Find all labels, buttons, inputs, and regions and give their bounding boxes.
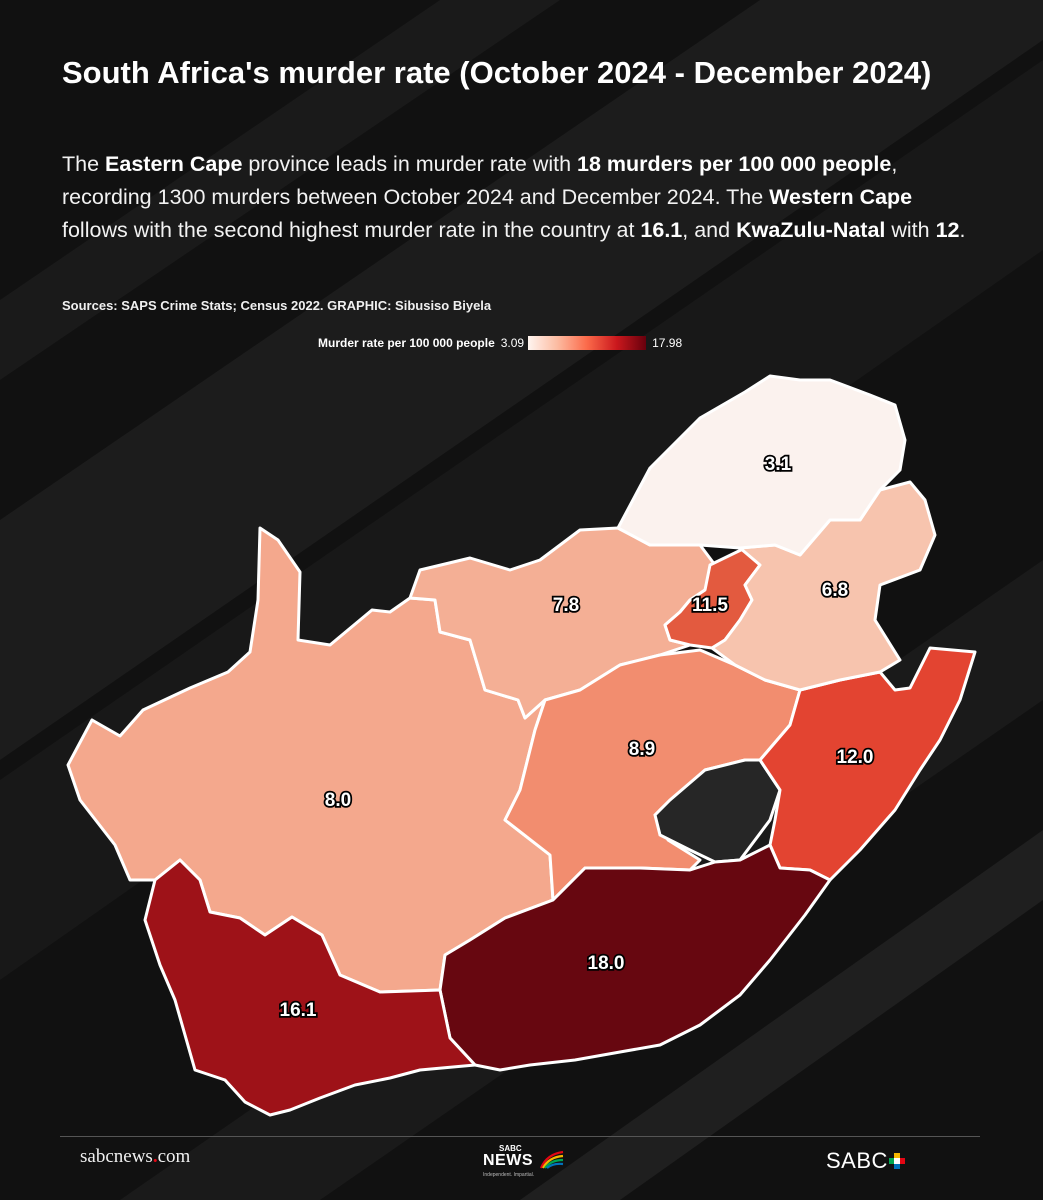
summary-run: , recording 1300 murders between October… <box>62 152 898 209</box>
color-legend: Murder rate per 100 000 people 3.09 17.9… <box>318 333 682 353</box>
province-western-cape <box>143 858 477 1117</box>
summary-highlight: Eastern Cape <box>105 152 243 176</box>
summary-run: follows with the second highest murder r… <box>62 218 641 242</box>
label-northern-cape: 8.0 <box>325 790 351 811</box>
summary-run: . <box>959 218 966 242</box>
label-kwazulu-natal: 12.0 <box>837 747 874 768</box>
label-free-state: 8.9 <box>629 739 655 760</box>
legend-gradient-bar <box>528 336 647 350</box>
site-url[interactable]: sabcnews.com <box>80 1146 191 1167</box>
sources-credit: Sources: SAPS Crime Stats; Census 2022. … <box>62 298 492 313</box>
label-mpumalanga: 6.8 <box>822 580 848 601</box>
label-eastern-cape: 18.0 <box>588 953 625 974</box>
plus-icon <box>888 1153 905 1169</box>
label-limpopo: 3.1 <box>765 454 792 475</box>
legend-title: Murder rate per 100 000 people <box>318 336 495 350</box>
summary-text: The Eastern Cape province leads in murde… <box>62 148 977 247</box>
summary-highlight: Western Cape <box>769 185 913 209</box>
label-western-cape: 16.1 <box>280 1000 317 1021</box>
news-arc-icon <box>539 1150 564 1169</box>
sabc-news-logo: SABC NEWS Independent. Impartial. <box>483 1144 564 1182</box>
legend-max-label: 17.98 <box>652 336 683 350</box>
summary-highlight: KwaZulu-Natal <box>736 218 886 242</box>
label-gauteng: 11.5 <box>692 595 728 616</box>
label-north-west: 7.8 <box>553 595 579 616</box>
province-limpopo <box>616 374 907 557</box>
summary-highlight: 16.1 <box>640 218 683 242</box>
page-title: South Africa's murder rate (October 2024… <box>62 55 932 90</box>
sabc-plus-logo: SABC <box>826 1146 905 1176</box>
summary-run: province leads in murder rate with <box>242 152 578 176</box>
summary-highlight: 12 <box>935 218 960 242</box>
summary-run: , and <box>682 218 737 242</box>
summary-highlight: 18 murders per 100 000 people <box>577 152 892 176</box>
summary-run: The <box>62 152 106 176</box>
summary-run: with <box>885 218 936 242</box>
legend-min-label: 3.09 <box>500 336 525 350</box>
footer-divider <box>60 1136 980 1137</box>
